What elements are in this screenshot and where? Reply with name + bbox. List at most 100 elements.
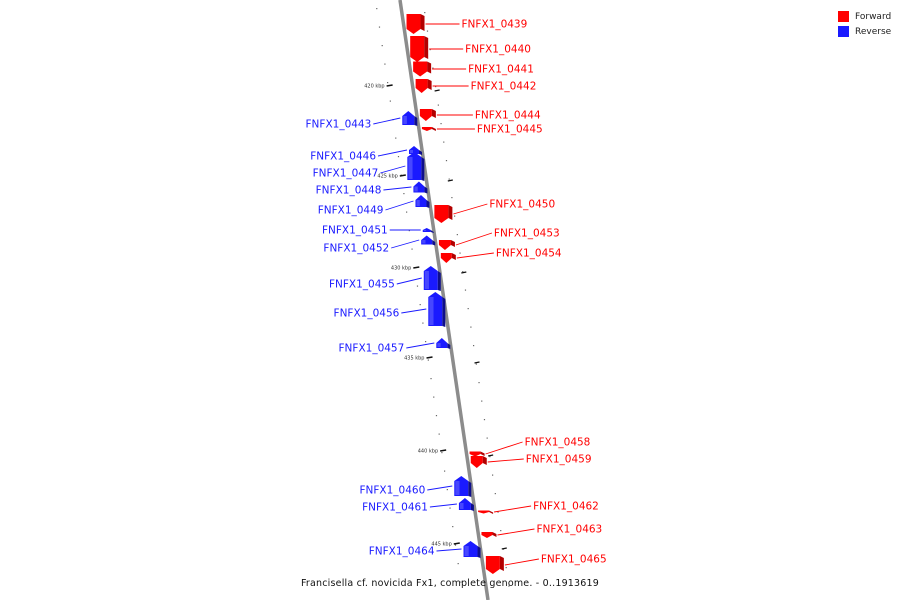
minor-tick bbox=[389, 100, 391, 102]
gene-label: FNFX1_0453 bbox=[494, 228, 560, 240]
gene-highlight bbox=[417, 80, 422, 87]
gene-side bbox=[450, 240, 455, 247]
minor-tick bbox=[478, 382, 480, 384]
minor-tick bbox=[433, 396, 435, 398]
legend-label-reverse: Reverse bbox=[855, 26, 892, 37]
gene-body bbox=[421, 127, 432, 131]
gene-FNFX1_0455 bbox=[423, 266, 441, 291]
gene-label: FNFX1_0443 bbox=[306, 119, 372, 131]
gene-highlight bbox=[436, 206, 442, 217]
gene-FNFX1_0449 bbox=[415, 195, 430, 208]
minor-tick bbox=[435, 86, 437, 88]
gene-side bbox=[482, 456, 487, 465]
leader-line bbox=[385, 200, 414, 211]
gene-label: FNFX1_0439 bbox=[462, 19, 528, 31]
gene-highlight bbox=[442, 254, 447, 257]
leader-line bbox=[497, 528, 535, 536]
gene-FNFX1_0454 bbox=[440, 253, 456, 263]
gene-body bbox=[415, 79, 428, 93]
minor-tick bbox=[475, 363, 477, 365]
gene-label: FNFX1_0441 bbox=[468, 64, 534, 76]
minor-tick bbox=[426, 30, 429, 32]
gene-highlight bbox=[455, 481, 460, 495]
leader-line bbox=[487, 458, 524, 463]
minor-tick bbox=[441, 452, 443, 454]
leader-line bbox=[456, 252, 494, 259]
gene-highlight bbox=[414, 186, 418, 192]
tick-label: 420 kbp bbox=[364, 84, 384, 90]
leader-line bbox=[429, 503, 457, 508]
legend: Forward Reverse bbox=[838, 9, 891, 39]
gene-highlight bbox=[416, 200, 420, 206]
gene-side bbox=[431, 109, 436, 118]
gene-body bbox=[485, 556, 500, 574]
gene-body bbox=[409, 146, 419, 154]
minor-tick bbox=[443, 141, 445, 143]
leader-line bbox=[406, 342, 435, 349]
gene-side bbox=[424, 186, 428, 194]
gene-label: FNFX1_0456 bbox=[334, 308, 400, 320]
gene-body bbox=[419, 109, 432, 121]
minor-tick bbox=[486, 437, 488, 439]
gene-side bbox=[430, 230, 434, 233]
gene-highlight bbox=[471, 452, 476, 454]
gene-FNFX1_0463 bbox=[481, 532, 497, 538]
gene-FNFX1_0456 bbox=[428, 292, 446, 327]
gene-side bbox=[424, 36, 429, 59]
minor-tick bbox=[483, 419, 486, 421]
major-tick bbox=[501, 547, 507, 550]
minor-tick bbox=[505, 567, 507, 569]
gene-FNFX1_0446 bbox=[409, 146, 422, 155]
gene-body bbox=[458, 498, 471, 510]
leader-line bbox=[396, 277, 422, 285]
gene-body bbox=[454, 476, 469, 496]
gene-highlight bbox=[421, 110, 426, 115]
gene-side bbox=[477, 546, 481, 558]
gene-label: FNFX1_0454 bbox=[496, 248, 562, 260]
gene-label: FNFX1_0461 bbox=[362, 502, 428, 514]
minor-tick bbox=[395, 137, 397, 139]
major-ticks: 420 kbp 425 kbp 430 kbp 435 kbp 440 kbp 445 k… bbox=[364, 84, 507, 550]
gene-FNFX1_0458 bbox=[469, 451, 485, 457]
minor-tick bbox=[460, 581, 462, 583]
gene-side bbox=[437, 271, 441, 291]
minor-tick bbox=[406, 211, 408, 213]
leader-line bbox=[427, 485, 453, 491]
major-tick bbox=[386, 84, 393, 87]
gene-highlight bbox=[412, 37, 418, 56]
minor-tick bbox=[473, 345, 475, 347]
gene-FNFX1_0450 bbox=[434, 205, 453, 223]
gene-label: FNFX1_0442 bbox=[471, 81, 537, 93]
gene-side bbox=[447, 343, 451, 349]
gene-side bbox=[442, 297, 446, 327]
gene-body bbox=[463, 541, 478, 557]
gene-highlight bbox=[410, 150, 413, 153]
gene-body bbox=[423, 266, 438, 290]
gene-body bbox=[413, 61, 428, 77]
gene-side bbox=[427, 61, 432, 74]
minor-tick bbox=[497, 511, 499, 513]
gene-label: FNFX1_0463 bbox=[536, 524, 602, 536]
gene-FNFX1_0464 bbox=[463, 541, 481, 558]
minor-tick bbox=[508, 585, 510, 587]
gene-highlight bbox=[408, 15, 414, 28]
gene-body bbox=[478, 510, 490, 514]
minor-tick bbox=[451, 197, 453, 199]
gene-highlight bbox=[423, 128, 427, 129]
minor-tick bbox=[384, 63, 386, 65]
gene-side bbox=[499, 556, 504, 571]
minor-tick bbox=[445, 160, 448, 162]
leader-line bbox=[485, 441, 523, 455]
gene-label: FNFX1_0464 bbox=[369, 546, 435, 558]
minor-tick bbox=[437, 104, 439, 106]
major-tick bbox=[461, 271, 467, 274]
minor-tick bbox=[430, 378, 432, 380]
gene-body bbox=[481, 532, 493, 538]
gene-side bbox=[426, 200, 430, 208]
gene-FNFX1_0445 bbox=[421, 127, 436, 131]
gene-highlight bbox=[403, 116, 407, 124]
minor-tick bbox=[378, 26, 381, 28]
gene-side bbox=[427, 79, 432, 90]
major-tick bbox=[399, 174, 406, 177]
legend-item-forward: Forward bbox=[838, 9, 891, 24]
